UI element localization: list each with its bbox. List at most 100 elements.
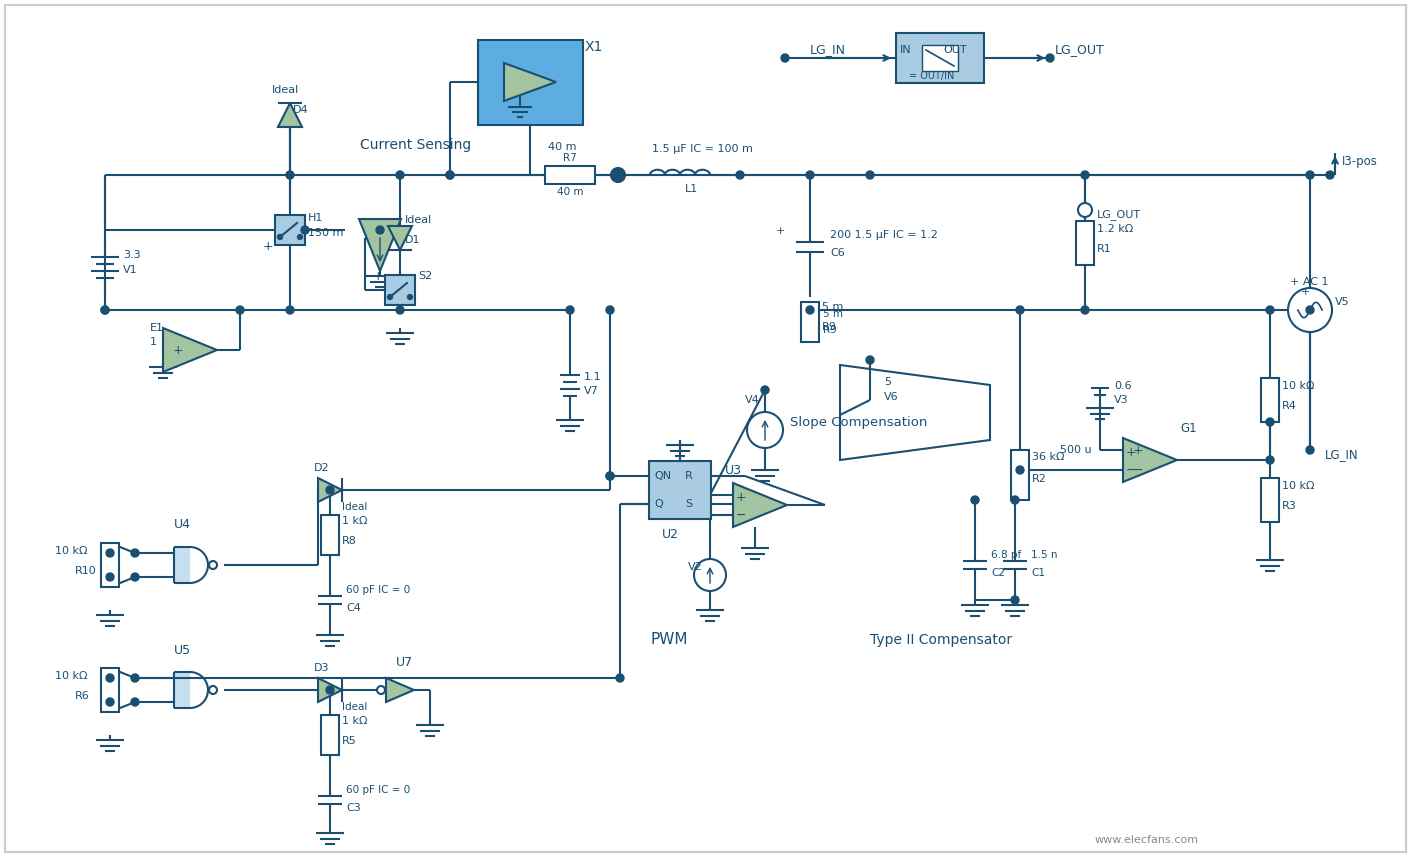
Text: R5: R5 [341,736,357,746]
Circle shape [326,686,334,694]
Text: www.elecfans.com: www.elecfans.com [1095,835,1199,845]
Text: −: − [1133,464,1143,476]
Circle shape [106,573,114,581]
Text: +: + [172,344,183,357]
Circle shape [209,686,217,694]
Polygon shape [174,672,190,708]
Circle shape [1046,54,1054,62]
Text: +: + [1133,444,1143,457]
Text: 1.5 μF IC = 100 m: 1.5 μF IC = 100 m [652,144,753,154]
Polygon shape [317,678,341,702]
Polygon shape [388,226,412,250]
Text: −: − [1126,464,1136,476]
Circle shape [806,306,814,314]
Text: LG_IN: LG_IN [810,44,847,57]
Text: V5: V5 [1335,297,1350,307]
Circle shape [866,356,873,364]
Text: 36 kΩ: 36 kΩ [1031,452,1064,462]
Circle shape [746,412,783,448]
Text: 40 m: 40 m [547,142,577,152]
Circle shape [301,226,309,234]
Circle shape [694,559,727,591]
Text: PWM: PWM [650,632,687,648]
Circle shape [737,171,744,179]
FancyBboxPatch shape [1012,450,1029,500]
FancyBboxPatch shape [320,515,339,555]
Polygon shape [358,219,401,271]
Text: C6: C6 [830,248,845,258]
Text: LG_OUT: LG_OUT [1096,210,1141,220]
Circle shape [566,306,574,314]
Circle shape [388,295,392,299]
Text: 1.5 n: 1.5 n [1031,550,1057,560]
Text: 150 m: 150 m [308,228,343,238]
Circle shape [1266,456,1274,464]
Text: Ideal: Ideal [272,85,299,95]
Text: V7: V7 [584,386,598,396]
Text: 60 pF IC = 0: 60 pF IC = 0 [346,585,411,595]
Text: Current Sensing: Current Sensing [360,138,471,152]
Text: R7: R7 [563,153,577,163]
FancyBboxPatch shape [545,166,595,184]
Circle shape [1307,171,1314,179]
Text: V1: V1 [123,265,138,275]
FancyBboxPatch shape [1261,478,1278,522]
Text: R9: R9 [823,322,837,332]
Text: LG_IN: LG_IN [1325,448,1359,462]
Circle shape [131,674,140,682]
Circle shape [131,549,140,557]
Text: 1 kΩ: 1 kΩ [341,716,367,726]
Circle shape [806,171,814,179]
Circle shape [1081,306,1089,314]
Circle shape [971,496,979,504]
Text: R8: R8 [341,536,357,546]
Text: H1: H1 [308,213,323,223]
Text: +: + [373,269,384,283]
FancyBboxPatch shape [385,275,415,305]
Circle shape [377,686,385,694]
Circle shape [106,549,114,557]
FancyBboxPatch shape [102,668,119,712]
Text: 3.3: 3.3 [123,250,141,260]
Text: Ideal: Ideal [341,502,367,512]
Text: 10 kΩ: 10 kΩ [1283,481,1315,491]
Text: R4: R4 [1283,401,1297,411]
Polygon shape [174,547,190,583]
Text: 5 m: 5 m [823,309,842,319]
Text: +: + [1301,287,1309,297]
Text: E1: E1 [150,323,164,333]
Circle shape [286,306,293,314]
Text: 200 1.5 μF IC = 1.2: 200 1.5 μF IC = 1.2 [830,230,938,240]
Circle shape [286,171,293,179]
Text: R2: R2 [1031,474,1047,484]
Circle shape [1326,171,1333,179]
Circle shape [209,561,217,569]
Text: 10 kΩ: 10 kΩ [55,671,87,681]
Text: QN: QN [655,471,672,481]
Text: = OUT/IN: = OUT/IN [909,71,955,81]
Text: + AC 1: + AC 1 [1290,277,1329,287]
Circle shape [866,171,873,179]
Polygon shape [504,63,556,101]
Circle shape [375,226,384,234]
Circle shape [106,674,114,682]
Text: S: S [684,499,693,509]
Text: I3-pos: I3-pos [1342,154,1379,167]
Circle shape [106,698,114,706]
Circle shape [326,486,334,494]
Polygon shape [164,328,217,372]
Circle shape [446,171,454,179]
Text: D2: D2 [315,463,330,473]
Circle shape [102,306,109,314]
Circle shape [1081,171,1089,179]
FancyBboxPatch shape [320,715,339,755]
Text: C3: C3 [346,803,361,813]
Text: U2: U2 [662,529,679,542]
Circle shape [1288,288,1332,332]
Circle shape [298,235,302,239]
Text: 5: 5 [885,377,890,387]
FancyBboxPatch shape [649,461,711,519]
Text: U3: U3 [725,464,742,476]
Circle shape [605,472,614,480]
Circle shape [396,306,404,314]
